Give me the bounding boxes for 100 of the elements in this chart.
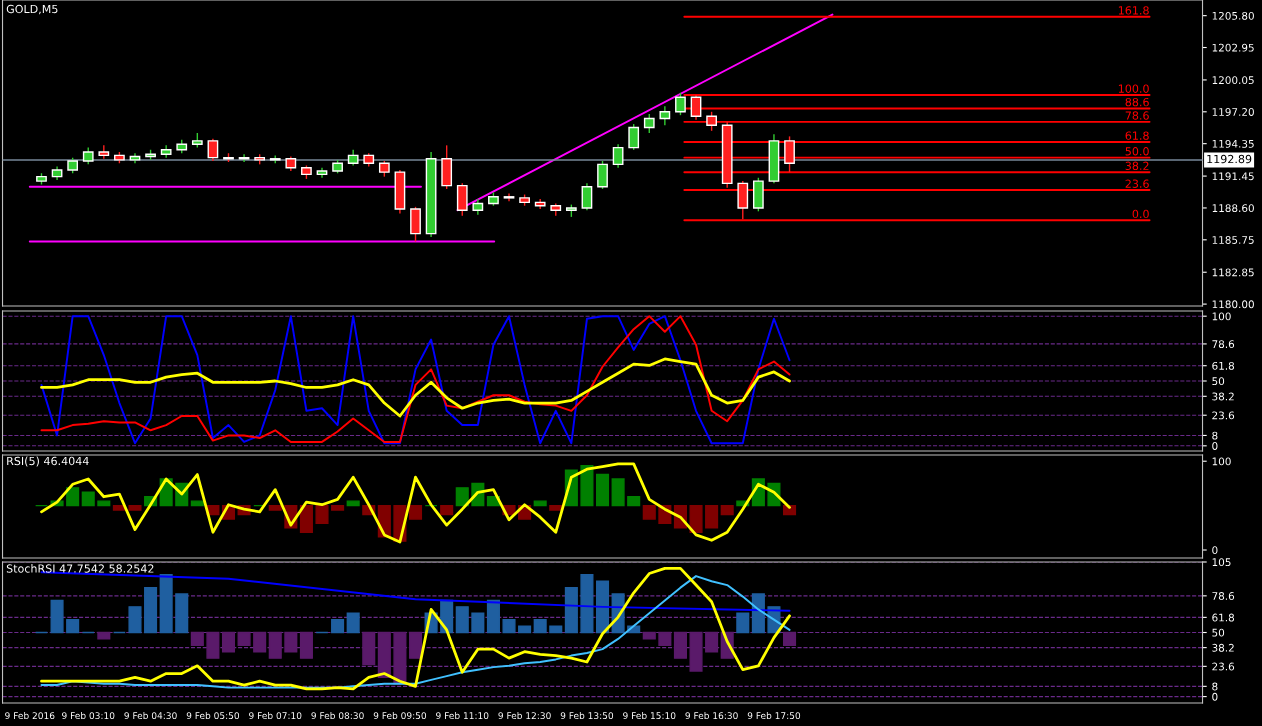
bar xyxy=(580,464,594,507)
candlestick xyxy=(98,144,110,160)
bar xyxy=(128,504,142,511)
candlestick xyxy=(597,160,608,190)
annotation: 38.2 xyxy=(1125,161,1149,171)
bar xyxy=(66,618,80,634)
bar xyxy=(206,631,220,659)
bar xyxy=(518,625,532,634)
bar xyxy=(408,504,423,520)
y-tick-label: 105 xyxy=(1212,558,1231,567)
bar xyxy=(268,504,282,511)
bar xyxy=(190,500,204,507)
y-tick-label: 1185.75 xyxy=(1212,236,1254,244)
x-tick-label: 9 Feb 12:30 xyxy=(498,712,551,720)
bar xyxy=(128,606,142,634)
x-tick-label: 9 Feb 16:30 xyxy=(685,712,738,720)
annotation: 78.6 xyxy=(1125,111,1149,120)
bar xyxy=(221,631,236,653)
bar xyxy=(299,631,313,659)
bar xyxy=(190,631,204,647)
bar xyxy=(549,625,563,634)
bar xyxy=(362,631,376,666)
bar xyxy=(144,586,158,634)
candlestick xyxy=(706,111,717,132)
annotation: 61.8 xyxy=(1125,131,1149,140)
bar xyxy=(253,631,267,653)
y-tick-label: 61.8 xyxy=(1212,361,1235,370)
candlestick xyxy=(659,105,671,126)
bar xyxy=(175,593,189,634)
bar xyxy=(595,580,610,634)
x-tick-label: 9 Feb 09:50 xyxy=(373,712,427,720)
candlestick xyxy=(643,113,655,134)
y-tick-label: 1188.60 xyxy=(1212,204,1254,213)
y-tick-label: 100 xyxy=(1212,312,1231,321)
bar xyxy=(689,504,703,533)
bar xyxy=(705,631,719,653)
bar xyxy=(471,612,485,634)
bar xyxy=(237,631,251,647)
y-tick-label: 23.6 xyxy=(1212,411,1235,420)
bar xyxy=(595,473,610,507)
y-tick-label: 50 xyxy=(1212,377,1225,386)
y-tick-label: 38.2 xyxy=(1212,392,1234,401)
y-tick-label: 1205.80 xyxy=(1212,11,1254,20)
bar xyxy=(533,618,547,634)
bar xyxy=(611,478,625,507)
bar xyxy=(720,504,734,516)
bar xyxy=(658,631,672,647)
y-tick-label: 0 xyxy=(1212,442,1218,450)
y-tick-label: 61.8 xyxy=(1212,613,1235,622)
candlestick xyxy=(628,123,640,151)
candlestick xyxy=(207,137,219,162)
chart-title: GOLD,M5 xyxy=(6,4,58,15)
candlestick xyxy=(675,92,686,116)
bar xyxy=(580,574,594,634)
y-tick-label: 0 xyxy=(1212,546,1218,555)
y-tick-label: 38.2 xyxy=(1212,643,1234,652)
y-tick-label: 1180.00 xyxy=(1212,300,1254,309)
x-tick-label: 9 Feb 07:10 xyxy=(249,712,302,720)
y-tick-label: 1191.45 xyxy=(1212,172,1254,181)
bar xyxy=(393,631,407,685)
bar xyxy=(408,631,423,659)
bar xyxy=(346,612,360,634)
annotation: 100.0 xyxy=(1118,84,1149,93)
bar xyxy=(673,631,687,659)
y-tick-label: 0 xyxy=(1212,692,1218,701)
candlestick xyxy=(612,143,624,169)
y-tick-label: 78.6 xyxy=(1212,340,1235,349)
x-tick-label: 9 Feb 08:30 xyxy=(311,712,364,720)
ref-line-label: 1192.89 xyxy=(1207,154,1252,164)
bar xyxy=(331,504,345,511)
y-tick-label: 78.6 xyxy=(1212,592,1235,600)
bar xyxy=(689,631,703,672)
bar xyxy=(642,631,656,640)
x-tick-label: 9 Feb 17:50 xyxy=(747,712,801,720)
x-tick-label: 9 Feb 03:10 xyxy=(62,712,115,720)
annotation: 50.0 xyxy=(1125,147,1149,156)
annotation: 0.0 xyxy=(1132,209,1149,219)
bar xyxy=(455,487,469,507)
bar xyxy=(66,487,80,507)
bar xyxy=(549,504,563,511)
x-tick-label: 9 Feb 2016 xyxy=(5,712,55,720)
bar xyxy=(486,599,500,634)
bar xyxy=(705,504,719,529)
bar xyxy=(284,631,298,653)
bar xyxy=(331,618,345,634)
candlestick xyxy=(690,94,702,121)
y-tick-label: 8 xyxy=(1212,431,1218,440)
y-tick-label: 50 xyxy=(1212,628,1225,637)
y-tick-label: 23.6 xyxy=(1212,662,1235,671)
bar xyxy=(642,504,656,520)
chart-title: StochRSI 47.7542 58.2542 xyxy=(6,564,154,573)
bar xyxy=(627,496,641,507)
candlestick xyxy=(784,135,795,173)
bar xyxy=(736,612,750,634)
bar xyxy=(97,500,111,507)
bar xyxy=(50,599,64,634)
annotation: 161.8 xyxy=(1118,6,1149,15)
bar xyxy=(159,574,173,634)
bar xyxy=(782,631,797,647)
y-tick-label: 1194.35 xyxy=(1212,139,1254,148)
